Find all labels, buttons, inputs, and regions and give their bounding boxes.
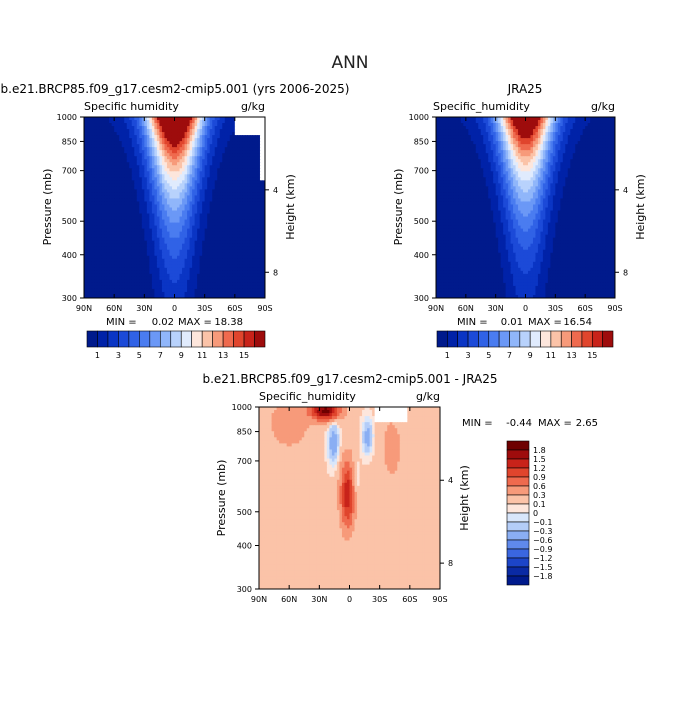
colorbar-box [97,331,107,347]
colorbar-box [108,331,118,347]
panel-model-field [84,117,266,299]
colorbar-box [223,331,233,347]
y-tick-label: 500 [62,217,77,226]
colorbar-box [171,331,181,347]
panel-obs-variable-label: Specific_humidity [433,100,530,113]
colorbar-box [213,331,223,347]
colorbar-label: 5 [137,351,142,360]
colorbar-box [129,331,139,347]
panel-model-case-title: b.e21.BRCP85.f09_g17.cesm2-cmip5.001 (yr… [1,82,350,96]
x-tick-label: 60N [106,304,122,313]
x-tick-label: 0 [172,304,177,313]
x-tick-label: 90N [76,304,92,313]
colorbar-box [150,331,160,347]
colorbar-label: 9 [179,351,184,360]
figure-title: ANN [331,53,368,73]
y-tick-label: 850 [62,137,77,146]
panel-model-units-label: g/kg [241,100,265,113]
y2-tick-label: 4 [273,186,278,195]
colorbar-box [234,331,244,347]
panel-model-y2label: Height (km) [284,174,297,240]
y-tick-label: 700 [62,167,77,176]
y2-tick-label: 8 [273,268,278,277]
colorbar-label: 1 [95,351,100,360]
x-tick-label: 30S [197,304,212,313]
colorbar-label: 15 [239,351,249,360]
panel-model: b.e21.BRCP85.f09_g17.cesm2-cmip5.001 (yr… [1,82,350,360]
colorbar-label: 7 [158,351,163,360]
colorbar-box [192,331,202,347]
colorbar-box [255,331,265,347]
y-tick-label: 300 [62,294,77,303]
panel-model-min-value: 0.02 [152,317,174,328]
panel-obs-units-label: g/kg [591,100,615,113]
panel-model-min-label: MIN = [106,317,137,328]
panel-obs-case-title: JRA25 [507,82,543,96]
x-tick-label: 60S [227,304,242,313]
colorbar-box [181,331,191,347]
colorbar-box [202,331,212,347]
x-tick-label: 30N [136,304,152,313]
colorbar-box [160,331,170,347]
colorbar-label: 3 [116,351,121,360]
y-tick-label: 400 [62,251,77,260]
panel-obs-field [436,117,616,299]
colorbar-label: 13 [218,351,228,360]
x-tick-label: 90S [257,304,272,313]
colorbar-box [139,331,149,347]
panel-model-max-label: MAX = [178,317,212,328]
panel-model-max-value: 18.38 [214,317,243,328]
colorbar-box [87,331,97,347]
colorbar-box [244,331,254,347]
colorbar-box [118,331,128,347]
panel-model-ylabel: Pressure (mb) [41,169,54,246]
y-tick-label: 1000 [57,113,77,122]
panel-model-variable-label: Specific humidity [84,100,179,113]
colorbar-label: 11 [197,351,207,360]
